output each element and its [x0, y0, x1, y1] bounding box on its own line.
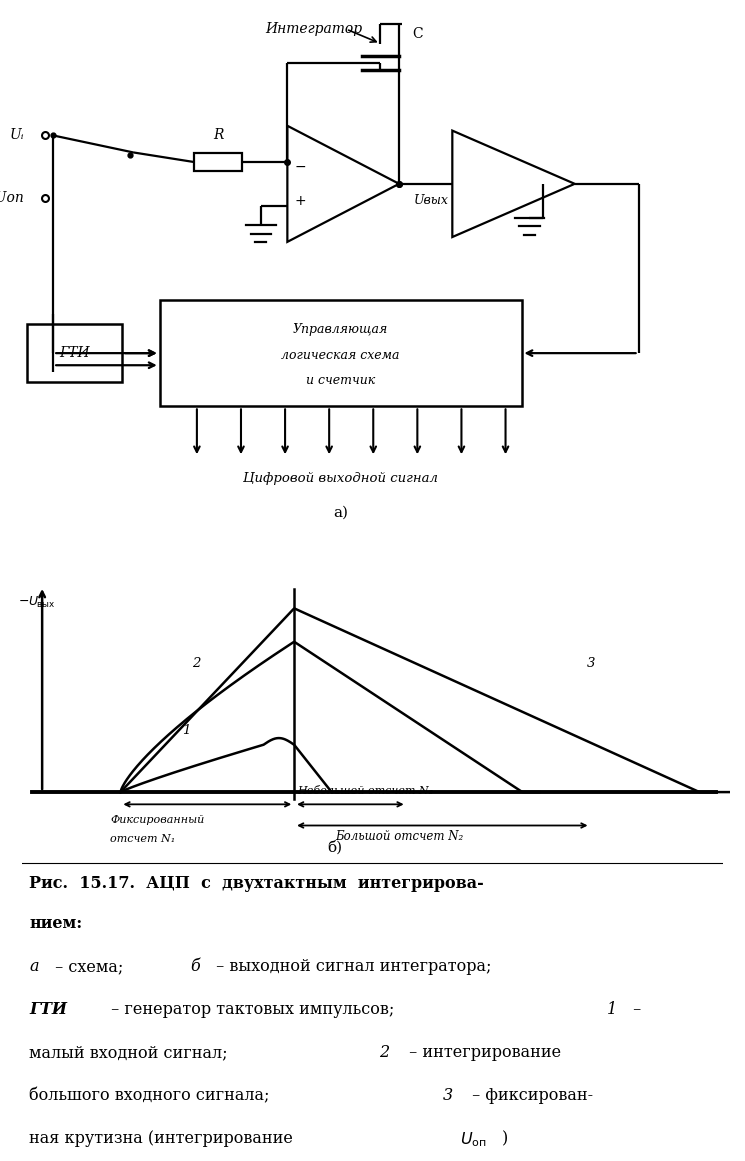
Text: 1: 1	[607, 1001, 617, 1018]
Text: Небольшой отсчет N₂: Небольшой отсчет N₂	[297, 786, 434, 796]
Text: -Uоп: -Uоп	[0, 192, 24, 205]
Text: 1: 1	[182, 723, 190, 736]
Text: 3: 3	[443, 1087, 453, 1104]
Text: $-U_{\!\mathsf{вых}}$: $-U_{\!\mathsf{вых}}$	[19, 594, 55, 610]
Text: 2: 2	[192, 657, 200, 670]
Text: Uᵢ: Uᵢ	[10, 129, 24, 143]
Text: – выходной сигнал интегратора;: – выходной сигнал интегратора;	[212, 958, 492, 975]
Bar	[159, 300, 522, 406]
Text: ГТИ: ГТИ	[29, 1001, 67, 1018]
Text: 2: 2	[379, 1044, 390, 1061]
Text: отсчет N₁: отсчет N₁	[110, 834, 176, 844]
Text: −: −	[295, 160, 306, 174]
Text: –: –	[628, 1001, 641, 1018]
Text: б: б	[191, 958, 200, 975]
Bar	[194, 153, 242, 172]
Text: – генератор тактовых импульсов;: – генератор тактовых импульсов;	[107, 1001, 400, 1018]
Text: малый входной сигнал;: малый входной сигнал;	[29, 1044, 233, 1061]
Text: ГТИ: ГТИ	[59, 346, 90, 360]
Text: C: C	[413, 27, 423, 41]
Text: логическая схема: логическая схема	[282, 348, 400, 362]
Text: +: +	[295, 194, 306, 208]
Text: Фиксированный: Фиксированный	[110, 815, 205, 825]
Text: Большой отсчет N₂: Большой отсчет N₂	[335, 830, 463, 843]
Text: большого входного сигнала;: большого входного сигнала;	[29, 1087, 275, 1104]
Text: 3: 3	[587, 657, 595, 670]
Text: а: а	[29, 958, 39, 975]
Text: ): )	[502, 1131, 508, 1147]
Text: б): б)	[328, 841, 343, 854]
Bar	[27, 324, 122, 382]
Text: Uвых: Uвых	[413, 194, 448, 208]
Text: $U_{\mathsf{оп}}$: $U_{\mathsf{оп}}$	[460, 1131, 486, 1149]
Text: R: R	[213, 129, 224, 143]
Text: – фиксирован-: – фиксирован-	[467, 1087, 593, 1104]
Text: Рис.  15.17.  АЦП  с  двухтактным  интегрирова-: Рис. 15.17. АЦП с двухтактным интегриров…	[29, 875, 484, 892]
Text: а): а)	[333, 506, 348, 520]
Text: Управляющая: Управляющая	[293, 323, 388, 337]
Text: нием:: нием:	[29, 915, 83, 932]
Text: и счетчик: и счетчик	[306, 374, 375, 388]
Text: Цифровой выходной сигнал: Цифровой выходной сигнал	[243, 473, 438, 485]
Text: ная крутизна (интегрирование: ная крутизна (интегрирование	[29, 1131, 298, 1147]
Text: – схема;: – схема;	[51, 958, 129, 975]
Text: Интегратор: Интегратор	[265, 22, 363, 36]
Text: – интегрирование: – интегрирование	[404, 1044, 561, 1061]
Text: −: −	[375, 51, 385, 60]
